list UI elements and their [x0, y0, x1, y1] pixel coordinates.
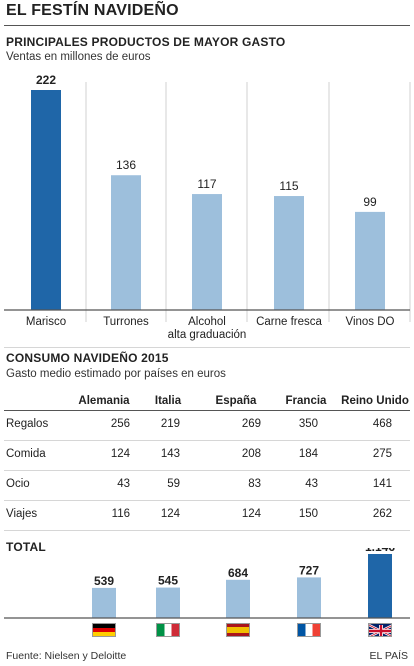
category-label: Turrones [103, 316, 149, 328]
row-divider [4, 440, 410, 441]
italy-flag-icon [156, 623, 180, 637]
table-cell: 43 [305, 478, 318, 490]
table-cell: 150 [298, 508, 318, 520]
table-cell: 219 [160, 418, 180, 430]
publisher-brand: EL PAÍS [369, 650, 408, 662]
category-label: Carne fresca [256, 316, 322, 328]
row-label: Regalos [6, 418, 49, 430]
table-cell: 143 [160, 448, 180, 460]
consumption-table: Alemania Italia España Francia Reino Unido Re… [0, 388, 414, 531]
data-label: 115 [279, 179, 298, 193]
table-cell: 116 [111, 508, 130, 520]
table-cell: 124 [241, 508, 261, 520]
spain-flag-icon [226, 623, 250, 637]
bar [274, 196, 304, 310]
category-label: Marisco [26, 316, 66, 328]
total-value-label: 684 [228, 566, 248, 580]
products-chart-subtitle: Ventas en millones de euros [6, 51, 151, 63]
france-flag-icon [297, 623, 321, 637]
products-bar-chart: 222 136 117 115 99 Marisco Turrones Alcoholalta… [4, 73, 411, 341]
products-chart-title: PRINCIPALES PRODUCTOS DE MAYOR GASTO [6, 35, 286, 49]
row-divider [4, 500, 410, 501]
table-cell: 269 [241, 418, 261, 430]
page-title: EL FESTÍN NAVIDEÑO [6, 2, 179, 19]
section-divider [4, 347, 410, 348]
category-label: Alcohol [188, 316, 226, 328]
table-cell: 59 [167, 478, 180, 490]
uk-flag-icon [368, 623, 392, 637]
table-cell: 43 [117, 478, 130, 490]
table-cell: 124 [110, 448, 130, 460]
total-bar [226, 579, 250, 618]
bar [31, 90, 61, 310]
table-cell: 124 [160, 508, 180, 520]
total-bar [368, 554, 392, 618]
consumption-title: CONSUMO NAVIDEÑO 2015 [6, 351, 169, 365]
table-cell: 184 [298, 448, 318, 460]
total-bar [92, 587, 116, 618]
consumption-subtitle: Gasto medio estimado por países en euros [6, 368, 226, 380]
column-header: Alemania [78, 395, 130, 407]
row-divider [4, 530, 410, 531]
bar [192, 194, 222, 310]
data-label: 222 [36, 73, 56, 87]
category-label: Vinos DO [345, 316, 394, 328]
column-header: Reino Unido [341, 395, 409, 407]
data-label: 99 [363, 195, 377, 209]
bar [355, 211, 385, 310]
table-cell: 350 [298, 418, 318, 430]
category-label: alta graduación [168, 329, 247, 341]
row-label: Comida [6, 448, 46, 460]
total-value-label: 1.146 [365, 548, 395, 554]
total-bar [297, 577, 321, 618]
row-label: Ocio [6, 478, 30, 490]
column-header: España [215, 395, 257, 407]
country-flags [0, 622, 414, 640]
table-cell: 208 [241, 448, 261, 460]
data-label: 117 [197, 177, 216, 191]
total-value-label: 727 [299, 563, 319, 577]
column-header: Italia [154, 395, 182, 407]
title-divider [4, 25, 410, 26]
header-divider [4, 410, 410, 411]
table-cell: 141 [372, 478, 392, 490]
total-bar [156, 587, 180, 618]
total-bar-chart: 539 545 684 727 1.146 [4, 548, 410, 619]
total-value-label: 539 [94, 574, 114, 588]
row-divider [4, 470, 410, 471]
table-cell: 256 [110, 418, 130, 430]
total-value-label: 545 [158, 574, 178, 588]
table-cell: 262 [372, 508, 392, 520]
table-cell: 468 [372, 418, 392, 430]
germany-flag-icon [92, 623, 116, 637]
data-label: 136 [116, 158, 136, 172]
bar [111, 175, 141, 310]
total-label: TOTAL [6, 540, 46, 554]
column-header: Francia [285, 395, 327, 407]
row-label: Viajes [6, 508, 38, 520]
table-cell: 83 [248, 478, 261, 490]
table-cell: 275 [372, 448, 392, 460]
source-note: Fuente: Nielsen y Deloitte [6, 650, 127, 662]
